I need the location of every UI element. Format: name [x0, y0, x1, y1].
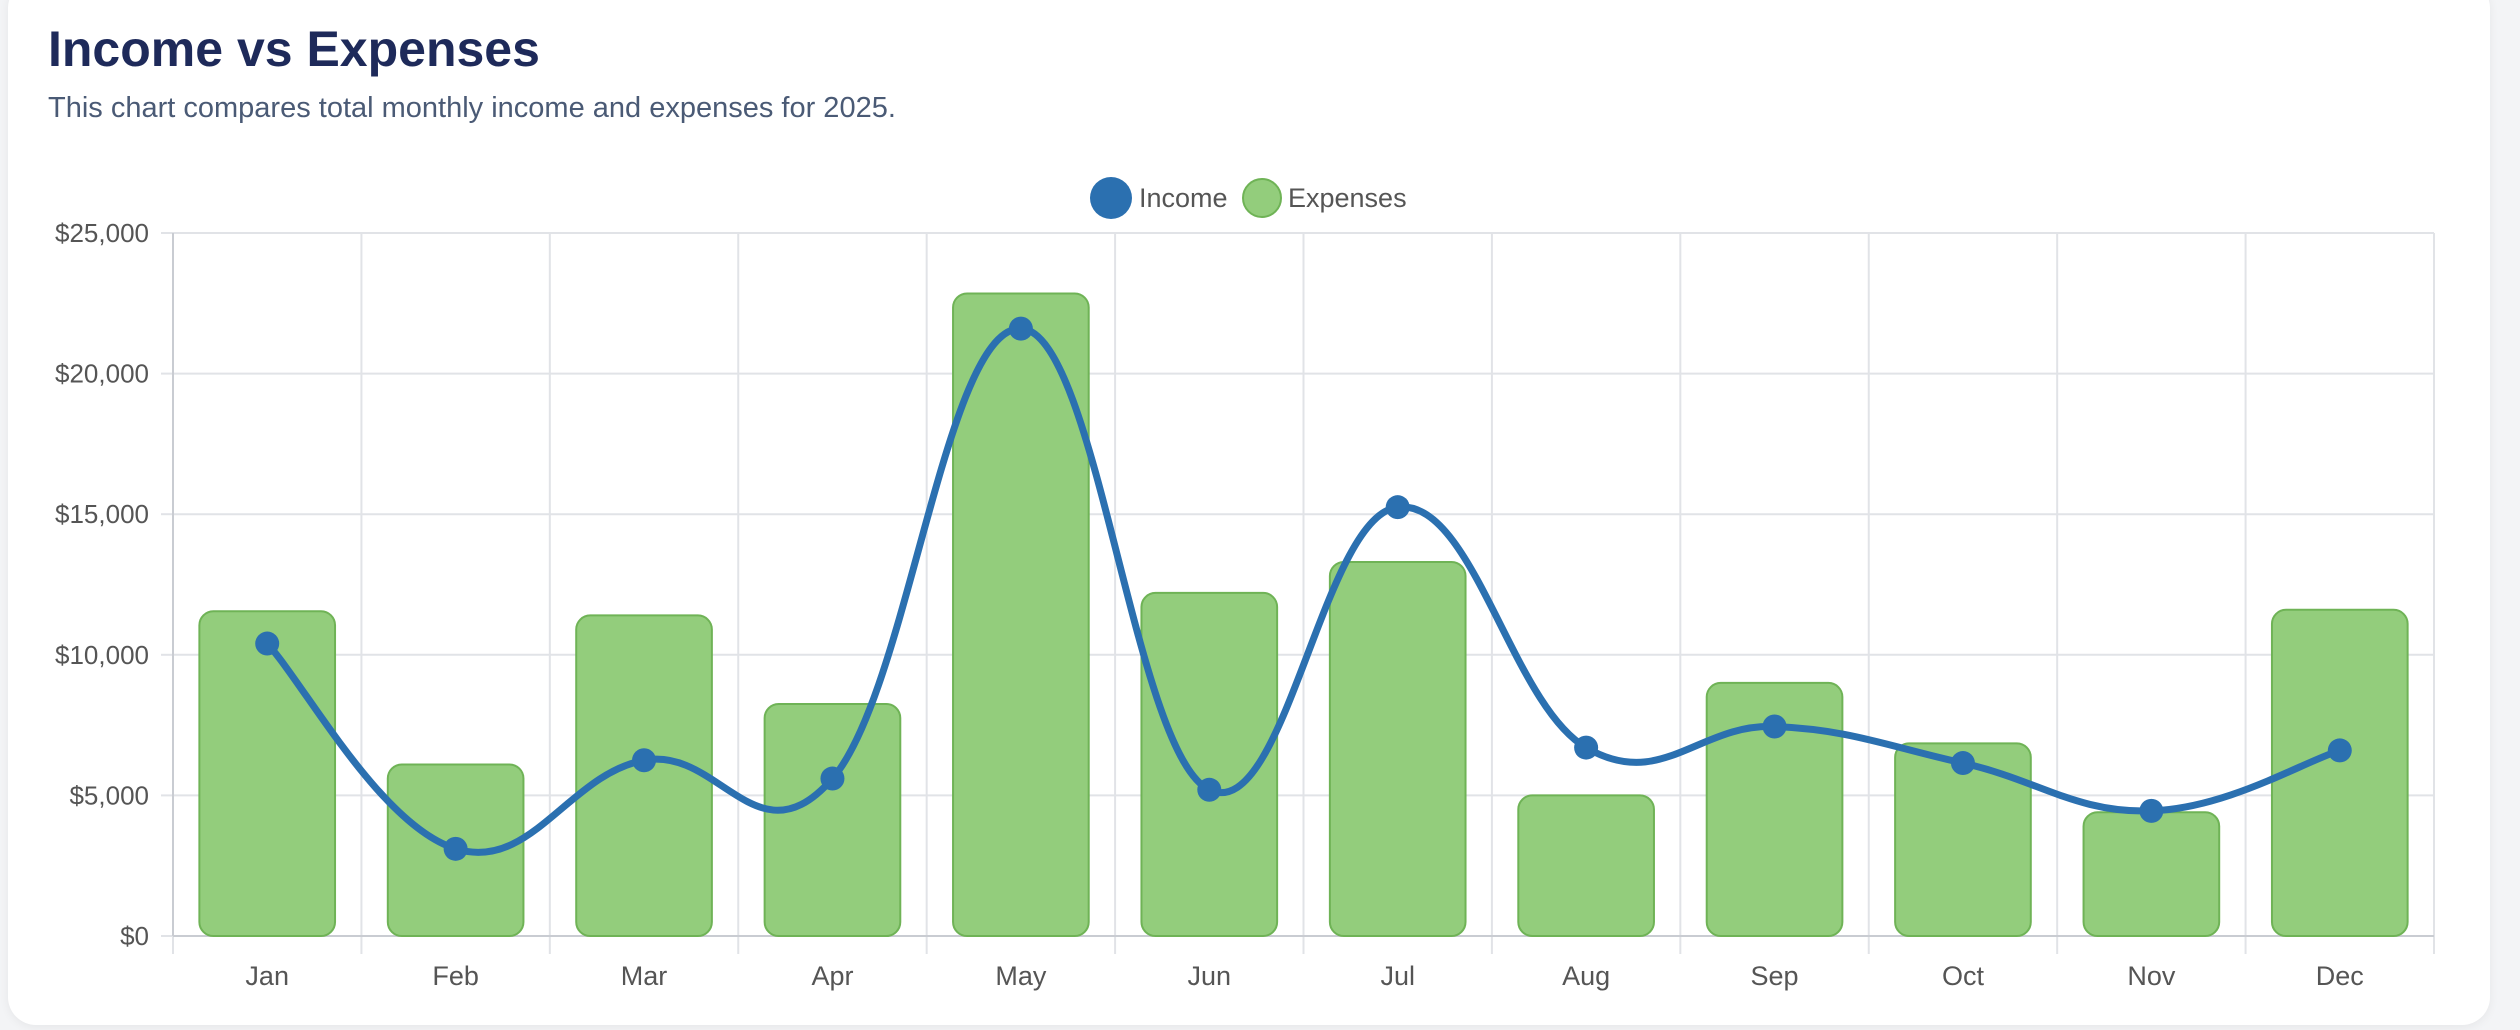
legend-label-expenses[interactable]: Expenses	[1288, 183, 1407, 213]
expenses-series	[198, 292, 2409, 938]
y-tick-label: $10,000	[55, 640, 149, 670]
income-point[interactable]	[1762, 714, 1787, 739]
expenses-bar[interactable]	[1140, 591, 1279, 937]
income-point[interactable]	[632, 748, 657, 773]
expenses-bar[interactable]	[575, 614, 713, 937]
income-point[interactable]	[1385, 495, 1410, 520]
income-point[interactable]	[1950, 751, 1975, 776]
legend-label-income[interactable]: Income	[1139, 183, 1228, 213]
income-point[interactable]	[2139, 798, 2164, 823]
page-title: Income vs Expenses	[48, 21, 540, 77]
x-tick-label: Feb	[432, 961, 479, 991]
expenses-bar[interactable]	[1894, 742, 2032, 937]
x-tick-label: Jul	[1380, 961, 1415, 991]
x-tick-label: Jan	[245, 961, 289, 991]
income-point[interactable]	[255, 631, 280, 656]
x-tick-label: Nov	[2127, 961, 2176, 991]
income-point[interactable]	[1197, 777, 1222, 802]
x-tick-label: Aug	[1562, 961, 1610, 991]
y-tick-label: $25,000	[55, 218, 149, 248]
income-series	[255, 316, 2352, 861]
grid	[161, 232, 2435, 954]
x-tick-label: May	[995, 961, 1047, 991]
y-axis: $0 $5,000 $10,000 $15,000 $20,000 $25,000	[55, 218, 149, 951]
x-tick-label: Oct	[1942, 961, 1985, 991]
income-point[interactable]	[443, 836, 468, 861]
expenses-bar[interactable]	[952, 292, 1090, 937]
income-point[interactable]	[1574, 735, 1599, 760]
legend-swatch-income	[1090, 177, 1132, 219]
x-tick-label: Sep	[1751, 961, 1799, 991]
expenses-bar[interactable]	[1705, 681, 1844, 937]
y-tick-label: $20,000	[55, 359, 149, 389]
y-tick-label: $15,000	[55, 499, 149, 529]
y-tick-label: $0	[120, 921, 149, 951]
expenses-bar[interactable]	[1328, 561, 1467, 938]
legend-swatch-expenses	[1242, 178, 1282, 218]
page-subtitle: This chart compares total monthly income…	[48, 92, 896, 124]
x-axis: Jan Feb Mar Apr May Jun Jul Aug Sep Oct Nov Dec	[245, 961, 2363, 991]
expenses-bar[interactable]	[2082, 811, 2221, 937]
x-tick-label: Apr	[811, 961, 853, 991]
expenses-bar[interactable]	[2270, 608, 2409, 937]
income-point[interactable]	[1008, 316, 1033, 341]
expenses-bar[interactable]	[198, 610, 337, 937]
y-tick-label: $5,000	[69, 780, 149, 810]
legend: Income Expenses	[1090, 177, 1407, 219]
x-tick-label: Jun	[1188, 961, 1232, 991]
income-point[interactable]	[2327, 738, 2352, 763]
x-tick-label: Dec	[2316, 961, 2364, 991]
expenses-bar[interactable]	[763, 703, 902, 938]
income-point[interactable]	[820, 766, 845, 791]
expenses-bar[interactable]	[1517, 794, 1655, 938]
x-tick-label: Mar	[621, 961, 668, 991]
